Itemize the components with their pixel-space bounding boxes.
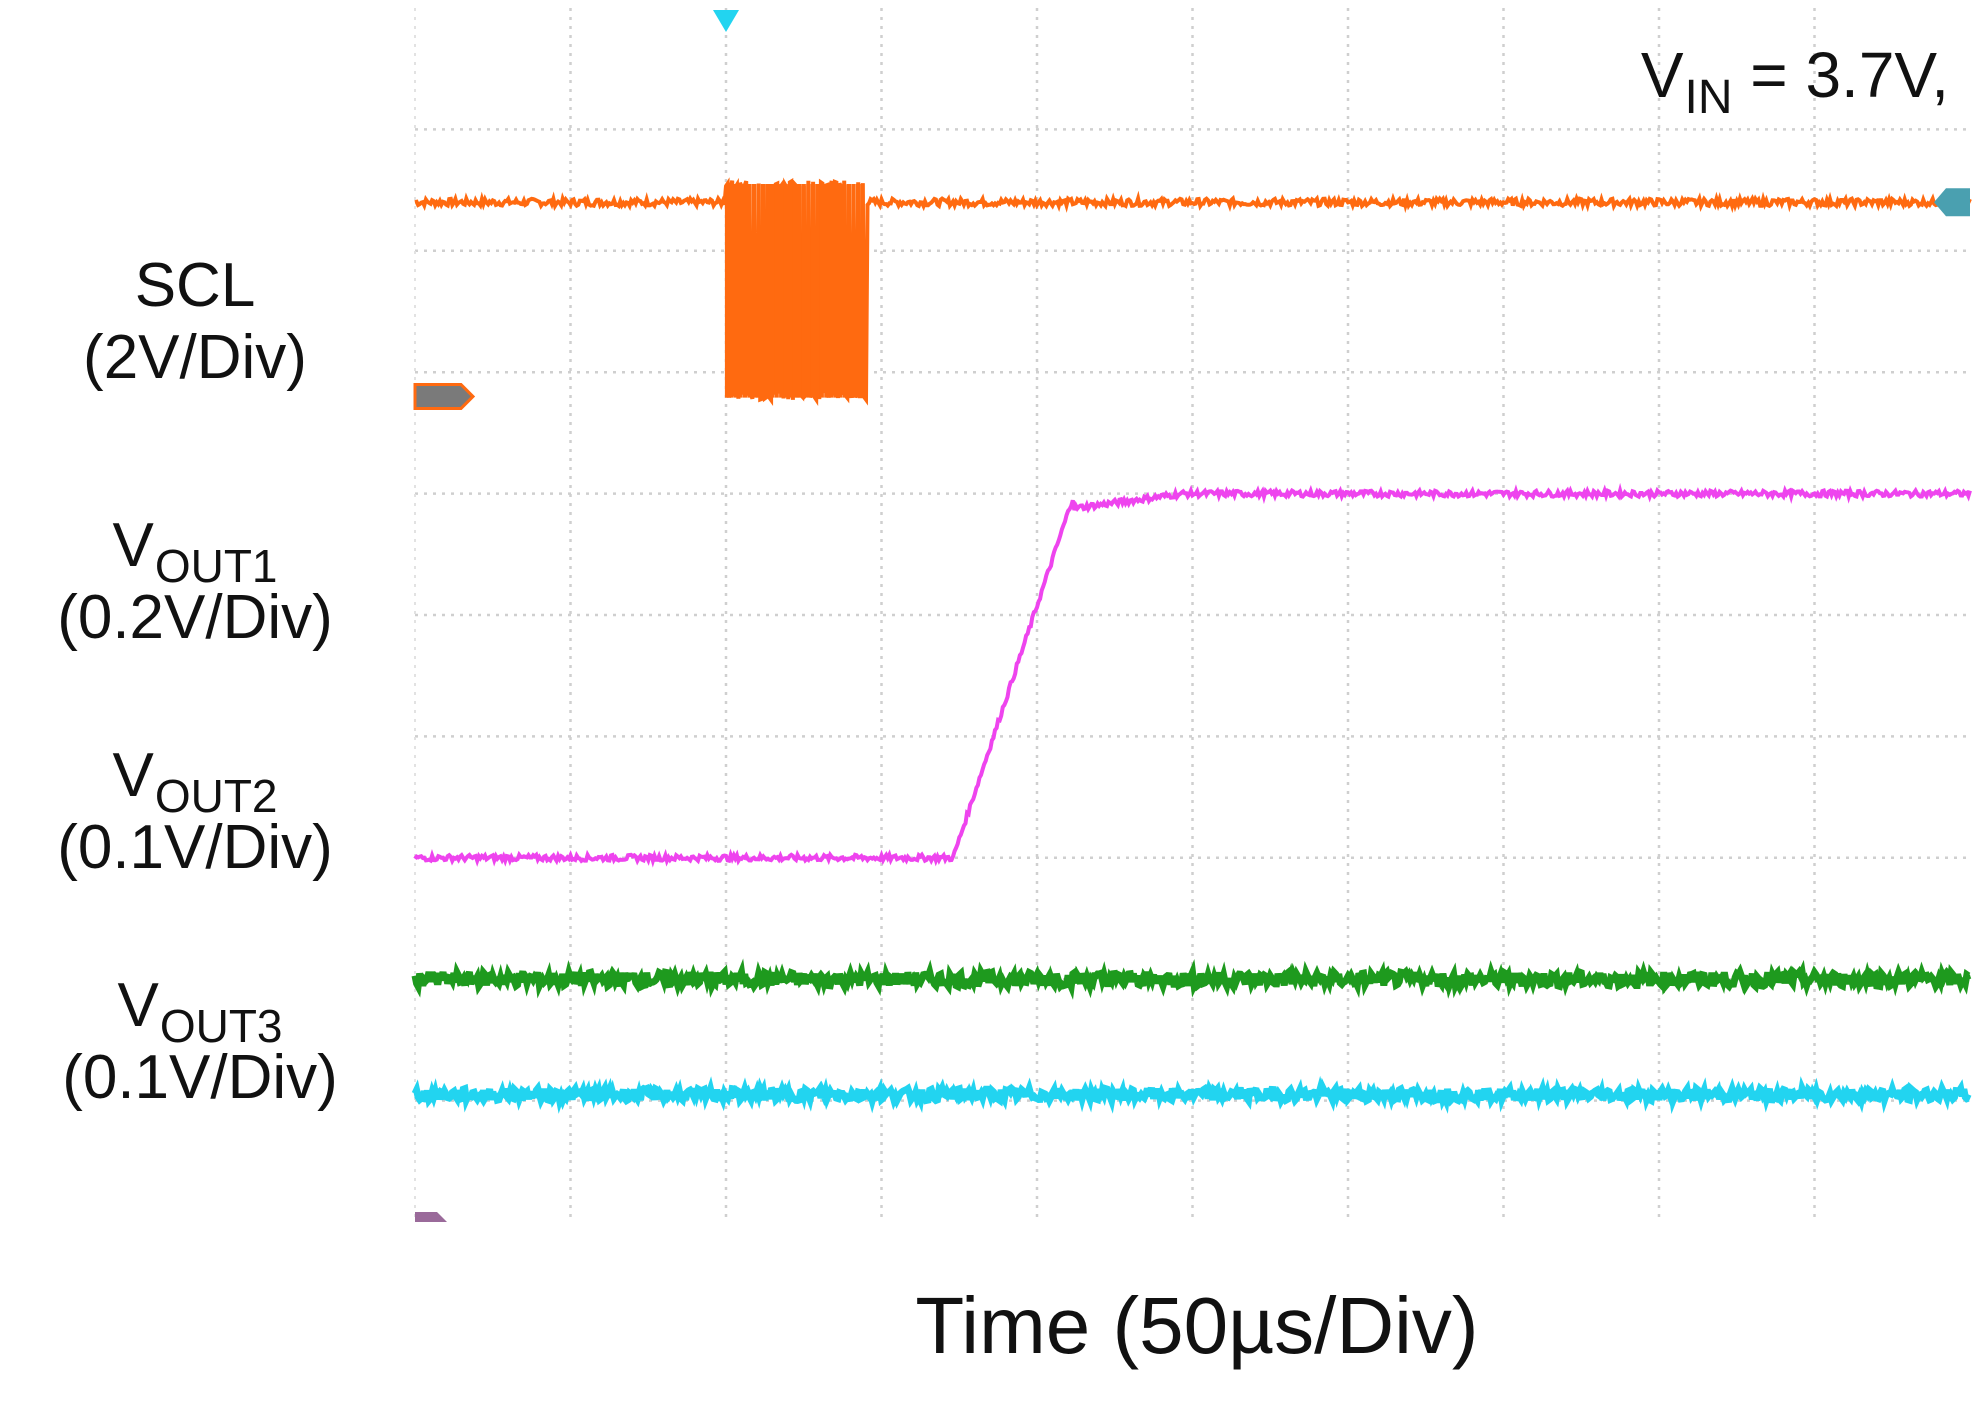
vout3-channel-label: VOUT3 (0.1V/Div) <box>30 975 370 1109</box>
trigger-marker-icon <box>713 10 739 32</box>
scl-burst <box>724 184 865 398</box>
vout2-channel-label: VOUT2 (0.1V/Div) <box>30 745 360 879</box>
vout1-channel-label: VOUT1 (0.2V/Div) <box>30 515 360 649</box>
vout-ground-marker-icon <box>415 1212 447 1222</box>
vout3-trace <box>411 958 1972 1000</box>
vout2-scale: (0.1V/Div) <box>57 813 333 882</box>
vout1-scale: (0.2V/Div) <box>57 583 333 652</box>
vout1-trace <box>413 482 1972 868</box>
scope-traces <box>411 177 1972 1115</box>
vin-annotation: VIN = 3.7V, <box>1640 39 1949 124</box>
trigger-level-marker-icon <box>1934 188 1970 217</box>
scl-channel-label: SCL (2V/Div) <box>50 255 340 389</box>
scope-grid <box>414 8 1970 1222</box>
cyan-trace <box>411 1075 1972 1115</box>
scl-trace <box>414 177 1972 407</box>
x-axis-label: Time (50µs/Div) <box>915 1281 1479 1370</box>
scl-scale: (2V/Div) <box>83 323 307 392</box>
scl-ground-marker-icon <box>413 382 476 410</box>
scope-markers <box>413 10 1970 1222</box>
vout3-scale: (0.1V/Div) <box>62 1043 338 1112</box>
